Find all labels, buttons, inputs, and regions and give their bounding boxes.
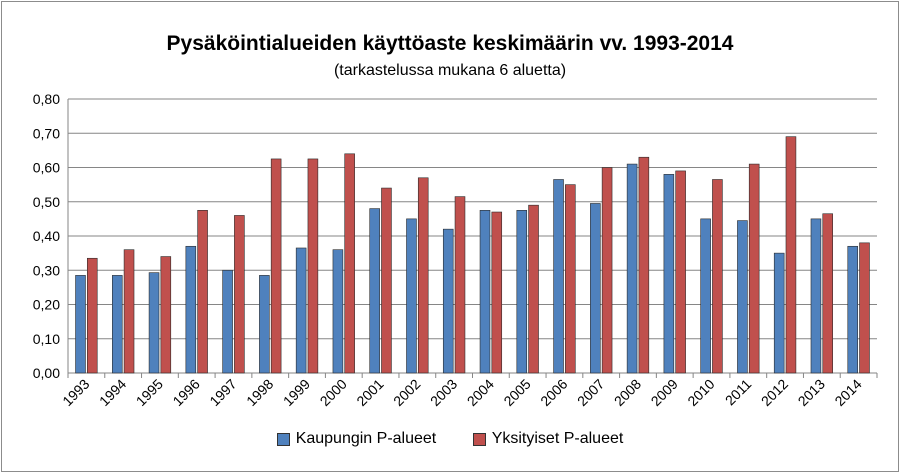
x-tick-label: 2000 <box>317 376 350 409</box>
bar-kaupungin-2012 <box>773 252 785 374</box>
x-tick-label: 2007 <box>574 376 607 409</box>
bar-kaupungin-2001 <box>369 208 380 374</box>
y-tick-label: 0,50 <box>33 194 60 210</box>
bar-kaupungin-2013 <box>810 218 822 374</box>
bar-kaupungin-2002 <box>406 218 417 374</box>
bar-kaupungin-2010 <box>700 218 711 374</box>
y-tick-label: 0,00 <box>33 365 60 381</box>
bar-yksityiset-1998 <box>270 158 282 374</box>
bar-yksityiset-2005 <box>528 204 539 374</box>
bar-yksityiset-2002 <box>417 177 429 374</box>
y-tick-label: 0,40 <box>33 228 60 244</box>
x-tick-label: 2012 <box>758 376 791 409</box>
legend-label-yksityiset: Yksityiset P-alueet <box>491 430 624 447</box>
bar-yksityiset-1993 <box>87 257 98 374</box>
x-tick-label: 1998 <box>243 376 276 409</box>
bar-yksityiset-1995 <box>160 256 172 374</box>
x-tick-label: 2008 <box>611 376 644 409</box>
x-tick-label: 2013 <box>795 376 828 409</box>
x-tick-label: 1995 <box>133 376 166 409</box>
chart-title: Pysäköintialueiden käyttöaste keskimääri… <box>166 32 734 55</box>
bar-kaupungin-1996 <box>185 245 197 374</box>
x-tick-label: 2005 <box>500 376 533 409</box>
bar-kaupungin-2009 <box>663 174 675 374</box>
legend: Kaupungin P-alueet Yksityiset P-alueet <box>0 430 900 451</box>
legend-swatch-kaupungin <box>276 432 290 446</box>
bar-kaupungin-1998 <box>259 275 270 374</box>
bar-yksityiset-2013 <box>822 213 833 374</box>
bar-kaupungin-2011 <box>737 220 748 374</box>
y-tick-label: 0,10 <box>33 331 60 347</box>
bar-yksityiset-2008 <box>638 156 650 374</box>
x-tick-label: 1993 <box>59 376 92 409</box>
bar-kaupungin-2014 <box>847 245 858 374</box>
y-tick-label: 0,60 <box>33 160 60 176</box>
x-tick-label: 1994 <box>96 376 129 409</box>
bar-yksityiset-2011 <box>748 163 760 374</box>
x-tick-label: 2002 <box>390 376 423 409</box>
bar-yksityiset-2012 <box>785 136 797 374</box>
bar-yksityiset-1996 <box>197 210 208 374</box>
x-tick-label: 2004 <box>464 376 497 409</box>
bar-kaupungin-1999 <box>295 247 307 374</box>
bar-kaupungin-2006 <box>553 179 564 374</box>
x-tick-label: 2006 <box>537 376 570 409</box>
bar-yksityiset-2000 <box>344 153 355 374</box>
bar-kaupungin-2008 <box>626 163 638 374</box>
x-tick-label: 1999 <box>280 376 313 409</box>
bar-kaupungin-1995 <box>148 272 160 374</box>
chart-subtitle: (tarkastelussa mukana 6 aluetta) <box>333 62 567 79</box>
x-tick-label: 2003 <box>427 376 460 409</box>
bar-yksityiset-2014 <box>859 242 870 374</box>
x-tick-label: 1997 <box>206 376 239 409</box>
x-tick-label: 2014 <box>831 376 864 409</box>
bar-yksityiset-2007 <box>601 167 613 374</box>
legend-swatch-yksityiset <box>472 432 486 446</box>
bar-kaupungin-1993 <box>75 275 86 374</box>
x-tick-label: 1996 <box>169 376 202 409</box>
bar-yksityiset-2006 <box>565 184 576 374</box>
y-tick-label: 0,20 <box>33 297 60 313</box>
bar-kaupungin-2003 <box>442 228 454 374</box>
x-tick-label: 2010 <box>684 376 717 409</box>
x-tick-label: 2009 <box>648 376 681 409</box>
legend-label-kaupungin: Kaupungin P-alueet <box>295 430 437 447</box>
bar-yksityiset-2001 <box>381 187 392 374</box>
legend-item-kaupungin: Kaupungin P-alueet <box>276 430 437 448</box>
bar-kaupungin-2000 <box>332 249 344 374</box>
y-tick-label: 0,70 <box>33 125 60 141</box>
legend-item-yksityiset: Yksityiset P-alueet <box>472 430 624 448</box>
bar-yksityiset-2004 <box>491 211 503 374</box>
bar-kaupungin-2004 <box>479 210 491 374</box>
y-tick-label: 0,80 <box>33 91 60 107</box>
bar-kaupungin-1997 <box>222 269 233 374</box>
bar-yksityiset-2003 <box>454 196 466 374</box>
x-tick-label: 2011 <box>722 376 755 409</box>
bar-kaupungin-2005 <box>516 210 528 374</box>
bar-yksityiset-2010 <box>712 179 723 374</box>
bar-yksityiset-1997 <box>234 215 245 374</box>
y-tick-label: 0,30 <box>33 262 60 278</box>
bar-kaupungin-2007 <box>590 203 601 374</box>
bar-yksityiset-2009 <box>675 170 686 374</box>
bar-yksityiset-1994 <box>123 249 135 374</box>
bar-kaupungin-1994 <box>112 275 123 374</box>
x-tick-label: 2001 <box>353 376 386 409</box>
bar-yksityiset-1999 <box>307 158 319 374</box>
